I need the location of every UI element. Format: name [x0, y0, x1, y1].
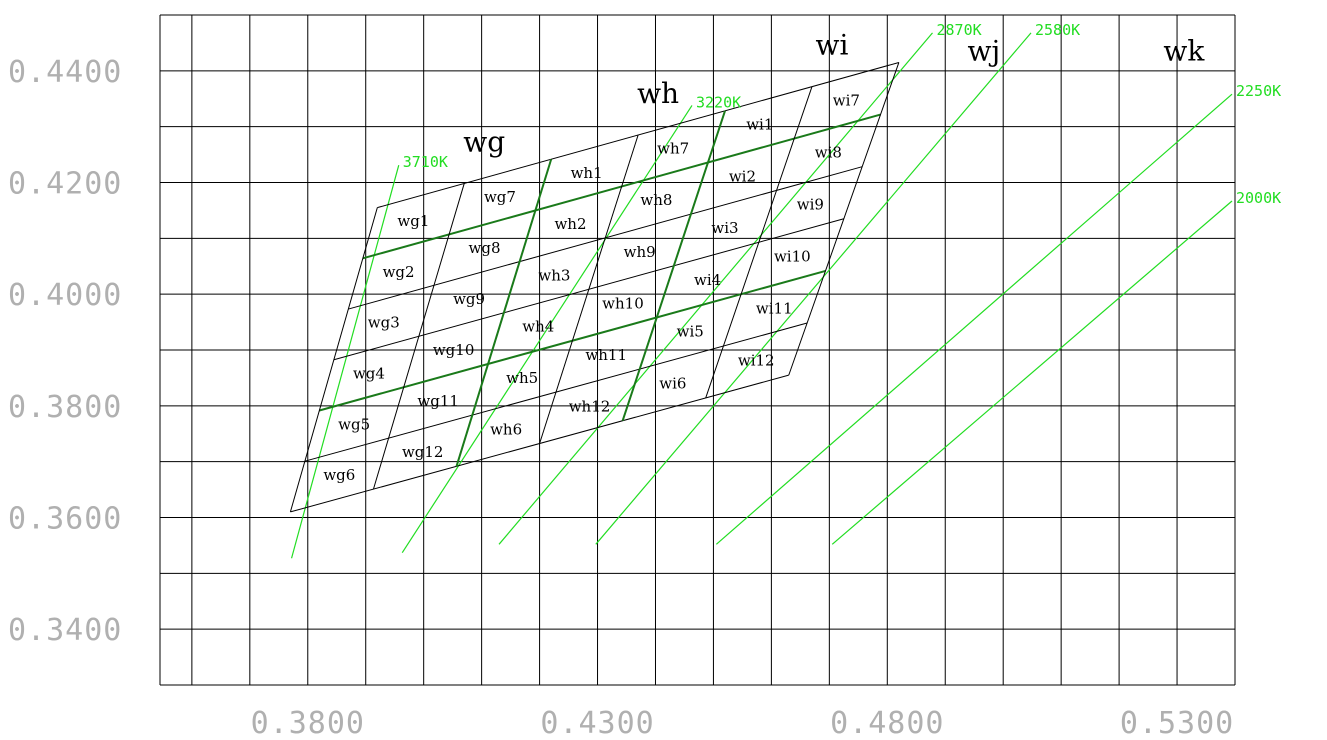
bin-label: wg11 — [417, 392, 459, 410]
bin-label: wh4 — [522, 318, 554, 336]
bin-label: wh5 — [506, 369, 538, 387]
bin-label: wh8 — [640, 191, 672, 209]
bin-label: wi10 — [774, 248, 811, 266]
bin-column-boundary — [621, 110, 726, 422]
group-label: wj — [968, 34, 1001, 67]
bin-column-boundary — [455, 158, 553, 467]
y-tick-label: 0.4000 — [8, 278, 122, 313]
tick-labels: 0.3800 0.4300 0.4800 0.5300 0.4400 0.4200 0.40… — [8, 55, 1234, 740]
cct-label: 2000K — [1236, 189, 1281, 207]
bin-label: wg1 — [397, 212, 429, 230]
bin-label: wg12 — [402, 443, 444, 461]
bin-label: wh7 — [657, 140, 689, 158]
y-tick-label: 0.4200 — [8, 167, 122, 202]
bin-label: wg8 — [469, 239, 501, 257]
bin-label: wi8 — [815, 144, 842, 162]
bin-label: wi12 — [738, 352, 775, 370]
bin-label: wg7 — [484, 188, 516, 206]
labels: 3710K 3220K 2870K 2580K 2250K 2000K wg1 wg2 wg3 w… — [323, 21, 1281, 484]
bin-label: wi11 — [756, 300, 793, 318]
bin-label: wg10 — [433, 341, 475, 359]
cct-label: 3710K — [403, 153, 448, 171]
bin-grid — [289, 61, 900, 513]
cct-label: 3220K — [696, 93, 741, 111]
bin-label: wh2 — [554, 215, 586, 233]
bin-label: wi3 — [711, 219, 738, 237]
x-tick-label: 0.4800 — [830, 706, 944, 740]
cct-line — [595, 32, 1032, 545]
x-tick-label: 0.4300 — [540, 706, 654, 740]
x-tick-label: 0.3800 — [251, 706, 365, 740]
bin-label: wh1 — [571, 164, 603, 182]
bin-column-boundary — [539, 134, 639, 444]
cct-label: 2250K — [1236, 82, 1281, 100]
bin-label: wh12 — [569, 397, 611, 415]
bin-label: wi1 — [746, 116, 773, 134]
group-label: wg — [463, 125, 505, 158]
bin-label: wg6 — [323, 466, 355, 484]
y-tick-label: 0.3400 — [8, 613, 122, 648]
bin-label: wi6 — [659, 374, 686, 392]
bin-label: wi9 — [797, 196, 824, 214]
cct-line — [498, 32, 933, 545]
bin-label: wi2 — [729, 167, 756, 185]
cct-label: 2870K — [936, 21, 981, 39]
y-tick-label: 0.3800 — [8, 390, 122, 425]
y-tick-label: 0.3600 — [8, 502, 122, 537]
x-tick-label: 0.5300 — [1120, 706, 1234, 740]
bin-label: wi5 — [677, 323, 704, 341]
cct-lines — [290, 32, 1233, 559]
cct-line — [715, 93, 1233, 545]
cct-line — [290, 165, 400, 559]
group-label: wk — [1163, 34, 1205, 67]
cct-line — [831, 200, 1233, 545]
bin-label: wi4 — [694, 271, 721, 289]
bin-label: wg9 — [453, 290, 485, 308]
group-label: wi — [815, 29, 848, 62]
y-tick-label: 0.4400 — [8, 55, 122, 90]
bin-label: wh10 — [602, 294, 644, 312]
bin-label: wh3 — [538, 266, 570, 284]
bin-label: wg3 — [368, 314, 400, 332]
bin-label: wg2 — [383, 263, 415, 281]
bin-label: wh9 — [624, 243, 656, 261]
bin-label: wh6 — [490, 420, 522, 438]
cct-label: 2580K — [1035, 21, 1080, 39]
bin-column-boundary — [372, 183, 465, 490]
bin-label: wi7 — [833, 92, 860, 110]
bin-column-boundary — [705, 86, 813, 399]
group-label: wh — [637, 77, 679, 110]
bin-label: wg5 — [338, 415, 370, 433]
bin-column-boundary — [788, 62, 900, 376]
grid — [159, 14, 1236, 686]
bin-label: wg4 — [353, 364, 385, 382]
bin-column-boundary — [289, 207, 378, 513]
bin-label: wh11 — [585, 346, 627, 364]
